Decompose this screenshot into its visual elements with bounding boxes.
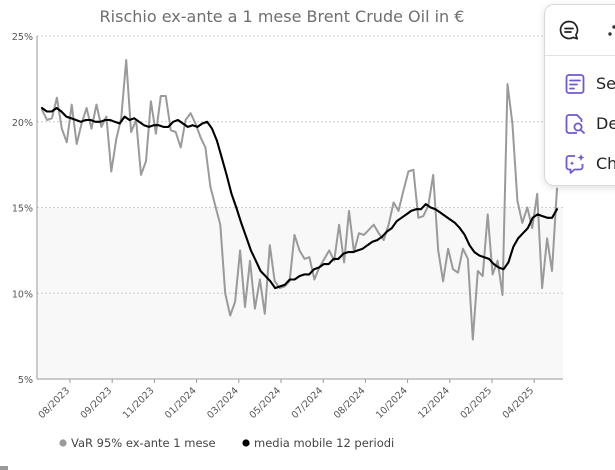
series-layer (40, 59, 559, 341)
popup-header (545, 5, 615, 56)
summary-document-icon (563, 72, 587, 100)
x-tick-label: 11/2023 (121, 385, 157, 421)
legend-marker-moving-average (242, 439, 250, 447)
document-search-icon (563, 112, 587, 140)
more-icon[interactable] (607, 23, 615, 42)
x-tick-label: 09/2023 (79, 385, 115, 421)
x-tick-label: 10/2024 (374, 385, 410, 421)
chat-bubble-icon[interactable] (558, 19, 580, 45)
legend-marker-var (59, 439, 67, 447)
series-line-var (41, 59, 558, 341)
x-tick-label: 02/2025 (458, 385, 494, 421)
x-tick-label: 04/2025 (501, 385, 537, 421)
y-tick-label: 5% (18, 375, 33, 386)
popup-item-label: Ch (596, 154, 615, 173)
x-tick-label: 01/2024 (163, 385, 199, 421)
popup-item-summary[interactable]: Se (545, 64, 615, 104)
x-tick-label: 08/2023 (36, 385, 72, 421)
popup-item-describe[interactable]: De (545, 104, 615, 144)
y-tick-label: 10% (12, 289, 33, 300)
x-tick-label: 05/2024 (247, 385, 283, 421)
popup-item-label: Se (596, 74, 615, 93)
legend-item-var[interactable]: VaR 95% ex-ante 1 mese (59, 436, 216, 450)
chart-title: Rischio ex-ante a 1 mese Brent Crude Oil… (100, 7, 465, 26)
legend[interactable]: VaR 95% ex-ante 1 mese media mobile 12 p… (59, 436, 394, 450)
y-tick-label: 25% (12, 32, 33, 43)
series-line-moving-average (40, 106, 559, 290)
x-tick-label: 12/2024 (416, 385, 452, 421)
legend-label-moving-average: media mobile 12 periodi (254, 436, 394, 450)
y-tick-label: 20% (12, 118, 33, 129)
x-tick-label: 08/2024 (332, 385, 368, 421)
popup-item-label: De (596, 114, 615, 133)
legend-label-var: VaR 95% ex-ante 1 mese (71, 436, 216, 450)
popup-item-chat[interactable]: Ch (545, 144, 615, 184)
gridlines (36, 35, 563, 380)
legend-item-moving-average[interactable]: media mobile 12 periodi (242, 436, 394, 450)
y-axis-ticks: 25% 20% 15% 10% 5% (12, 32, 33, 386)
y-tick-label: 15% (12, 204, 33, 215)
x-axis-ticks: 08/2023 09/2023 11/2023 01/2024 03/2024 05/20… (36, 379, 536, 421)
x-tick-label: 07/2024 (290, 385, 326, 421)
x-tick-label: 03/2024 (205, 385, 241, 421)
chat-sparkle-icon (563, 152, 587, 180)
scrollbar-stub[interactable] (0, 466, 8, 470)
assistant-popup-menu: Se De Ch (544, 4, 615, 186)
plot-background-lower (37, 208, 563, 379)
